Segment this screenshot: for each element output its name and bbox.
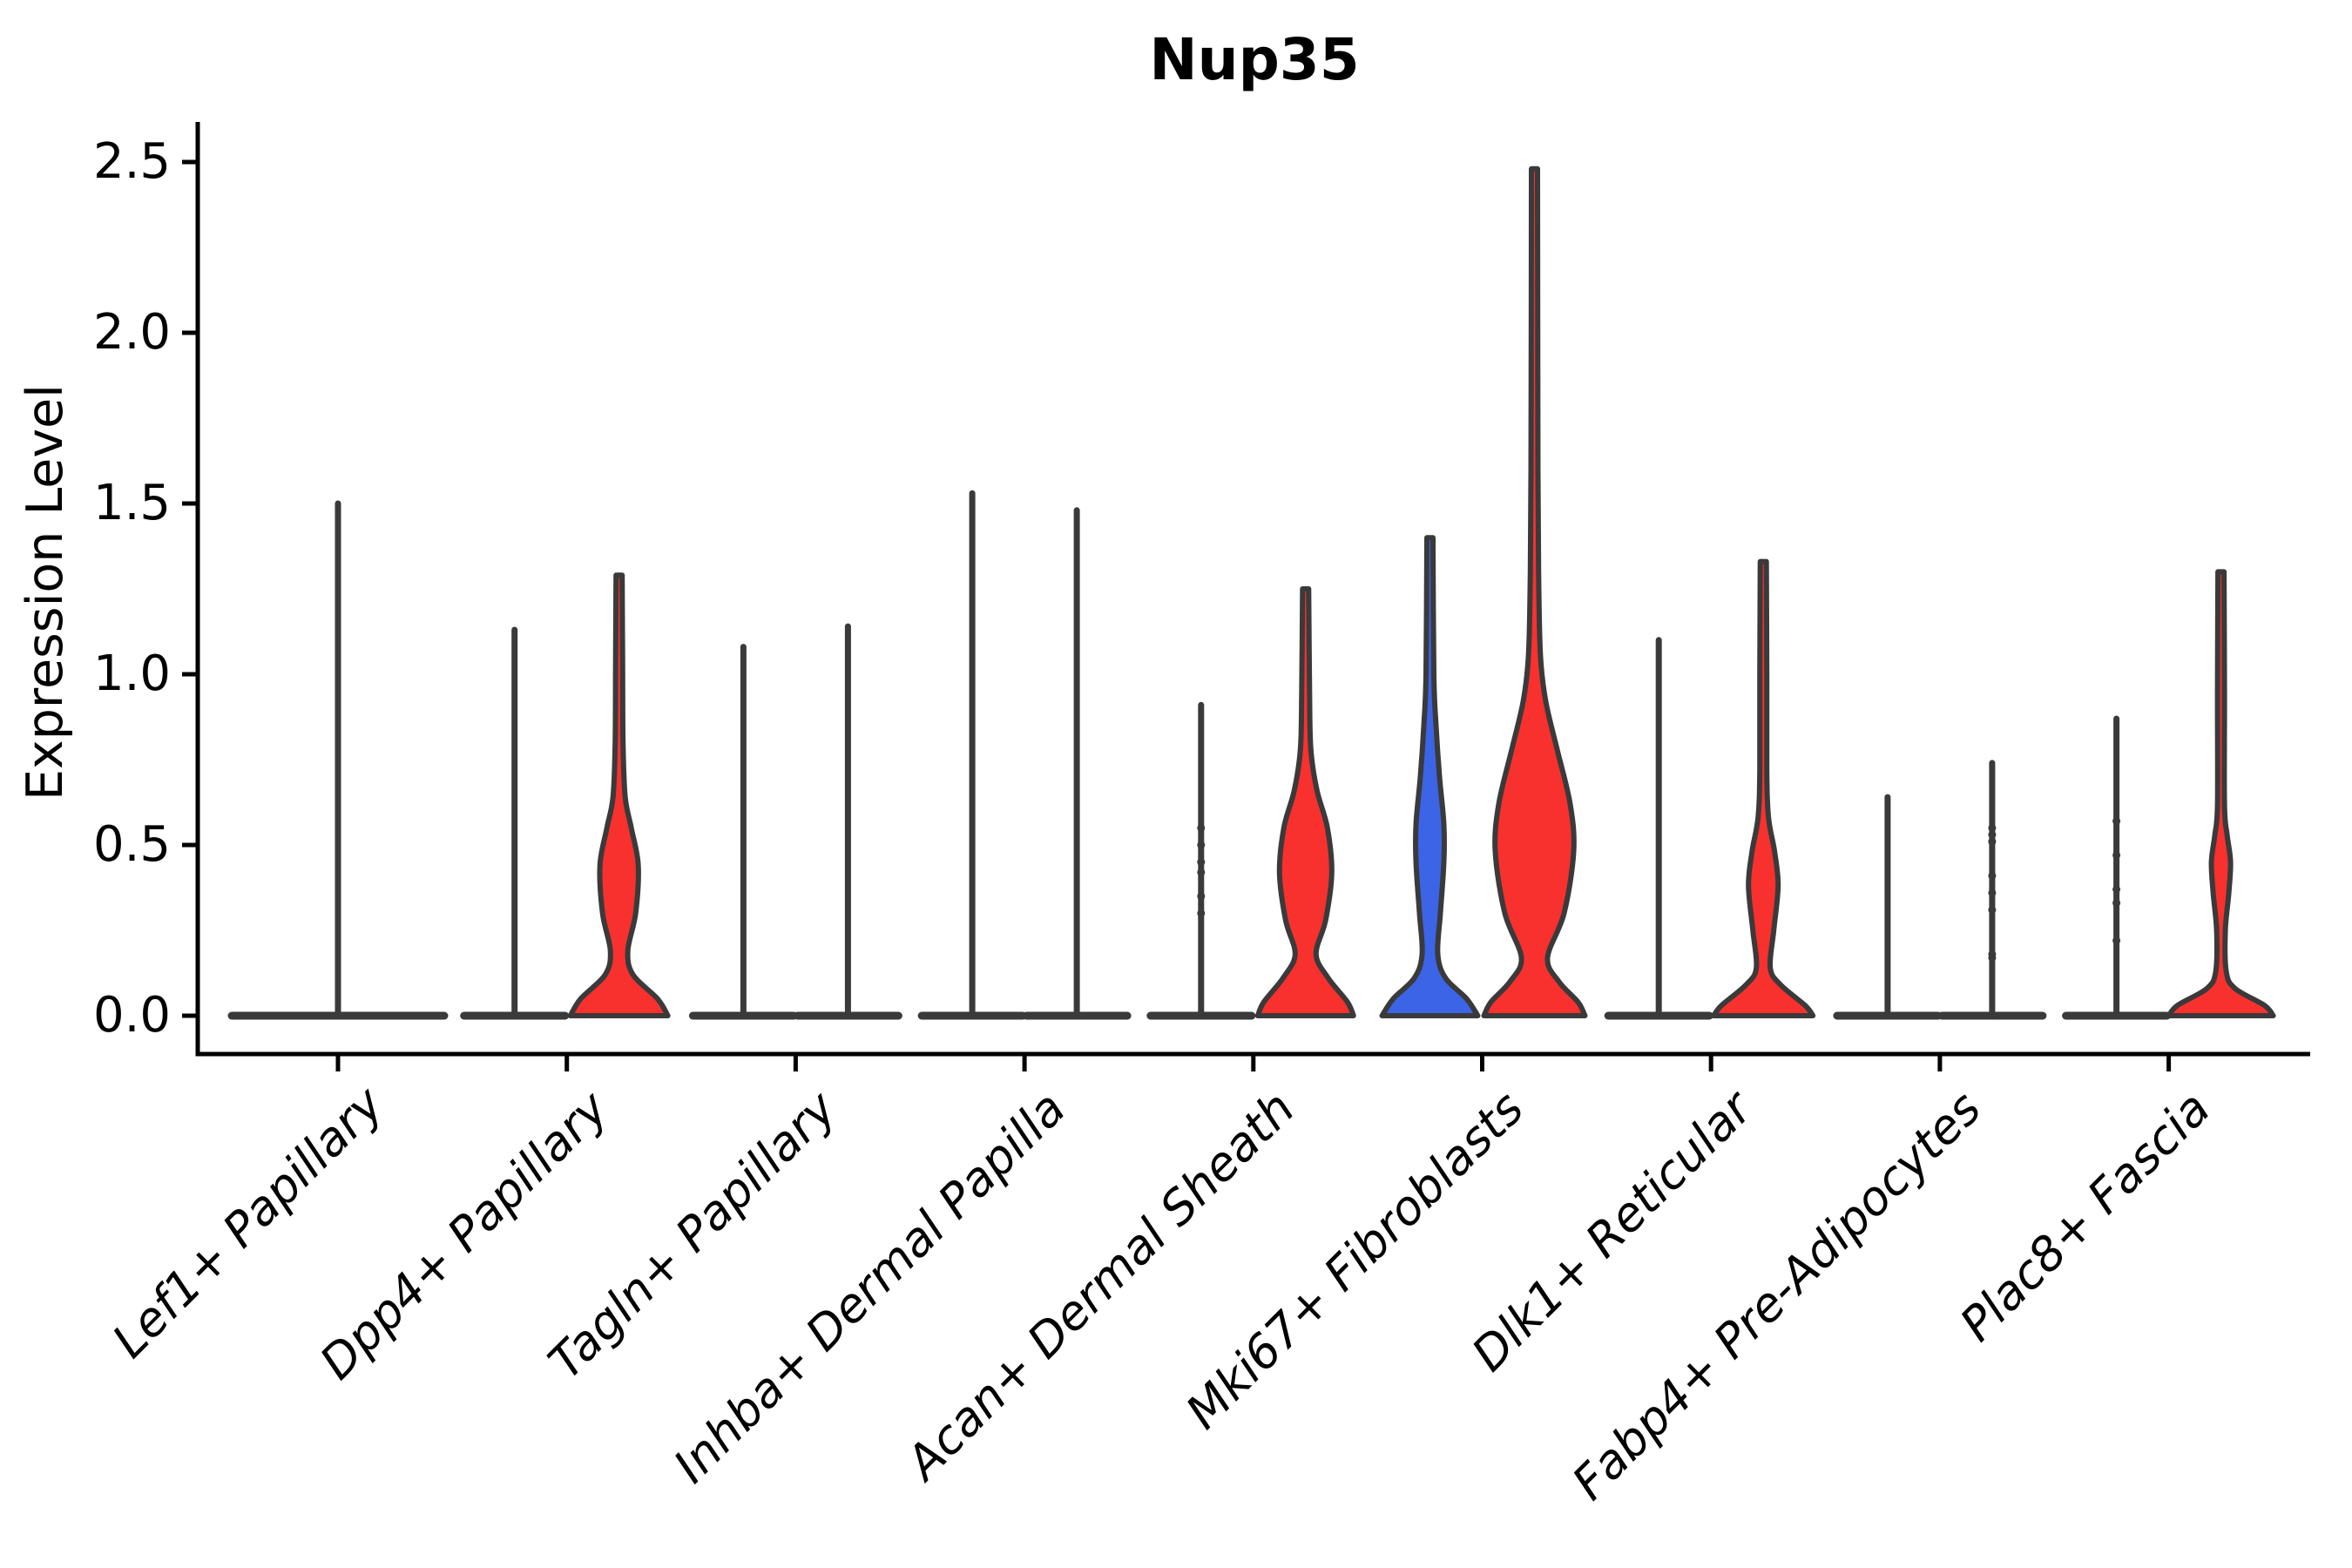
violin-fabp4-pre-adipocytes-right-point-4 bbox=[1988, 889, 1997, 897]
violin-acan-dermal-sheath-left-point-0 bbox=[1197, 823, 1206, 832]
chart-title: Nup35 bbox=[1149, 26, 1360, 93]
violin-plac8-fascia-left-point-3 bbox=[2112, 899, 2121, 908]
y-tick-label-3: 1.5 bbox=[92, 475, 171, 531]
violin-mki67-fibroblasts-right bbox=[1481, 166, 1588, 1018]
y-tick-label-1: 0.5 bbox=[92, 816, 171, 873]
violin-fabp4-pre-adipocytes-right-point-3 bbox=[1988, 871, 1997, 880]
violin-plac8-fascia-left-point-2 bbox=[2112, 885, 2121, 894]
violin-plac8-fascia-left-point-4 bbox=[2112, 936, 2121, 945]
y-tick-label-0: 0.0 bbox=[92, 987, 171, 1044]
violin-acan-dermal-sheath-left-point-5 bbox=[1197, 909, 1206, 917]
violin-fabp4-pre-adipocytes-right-point-1 bbox=[1988, 830, 1997, 839]
violin-fabp4-pre-adipocytes-right-point-2 bbox=[1988, 837, 1997, 846]
violin-acan-dermal-sheath-right bbox=[1254, 586, 1356, 1018]
violin-fabp4-pre-adipocytes-right-point-5 bbox=[1988, 906, 1997, 914]
y-tick-label-5: 2.5 bbox=[92, 133, 171, 190]
violin-mki67-fibroblasts-left bbox=[1379, 535, 1481, 1018]
violin-plac8-fascia-right bbox=[2166, 569, 2276, 1018]
violin-dpp4-papillary-right bbox=[567, 572, 671, 1018]
violin-acan-dermal-sheath-left-point-4 bbox=[1197, 892, 1206, 901]
violin-fabp4-pre-adipocytes-right-point-7 bbox=[1988, 953, 1997, 962]
violin-acan-dermal-sheath-left-point-1 bbox=[1197, 841, 1206, 849]
y-axis-label: Expression Level bbox=[17, 384, 74, 801]
axes-spines bbox=[195, 122, 2310, 1057]
violin-plac8-fascia-left-point-1 bbox=[2112, 851, 2121, 860]
violin-acan-dermal-sheath-left-point-2 bbox=[1197, 858, 1206, 867]
y-tick-label-2: 1.0 bbox=[92, 645, 171, 702]
y-tick-label-4: 2.0 bbox=[92, 304, 171, 361]
violin-dlk1-reticular-right bbox=[1711, 558, 1816, 1018]
violin-fabp4-pre-adipocytes-right-point-0 bbox=[1988, 823, 1997, 832]
violin-plac8-fascia-left-point-0 bbox=[2112, 817, 2121, 826]
violin-acan-dermal-sheath-left-point-3 bbox=[1197, 868, 1206, 876]
